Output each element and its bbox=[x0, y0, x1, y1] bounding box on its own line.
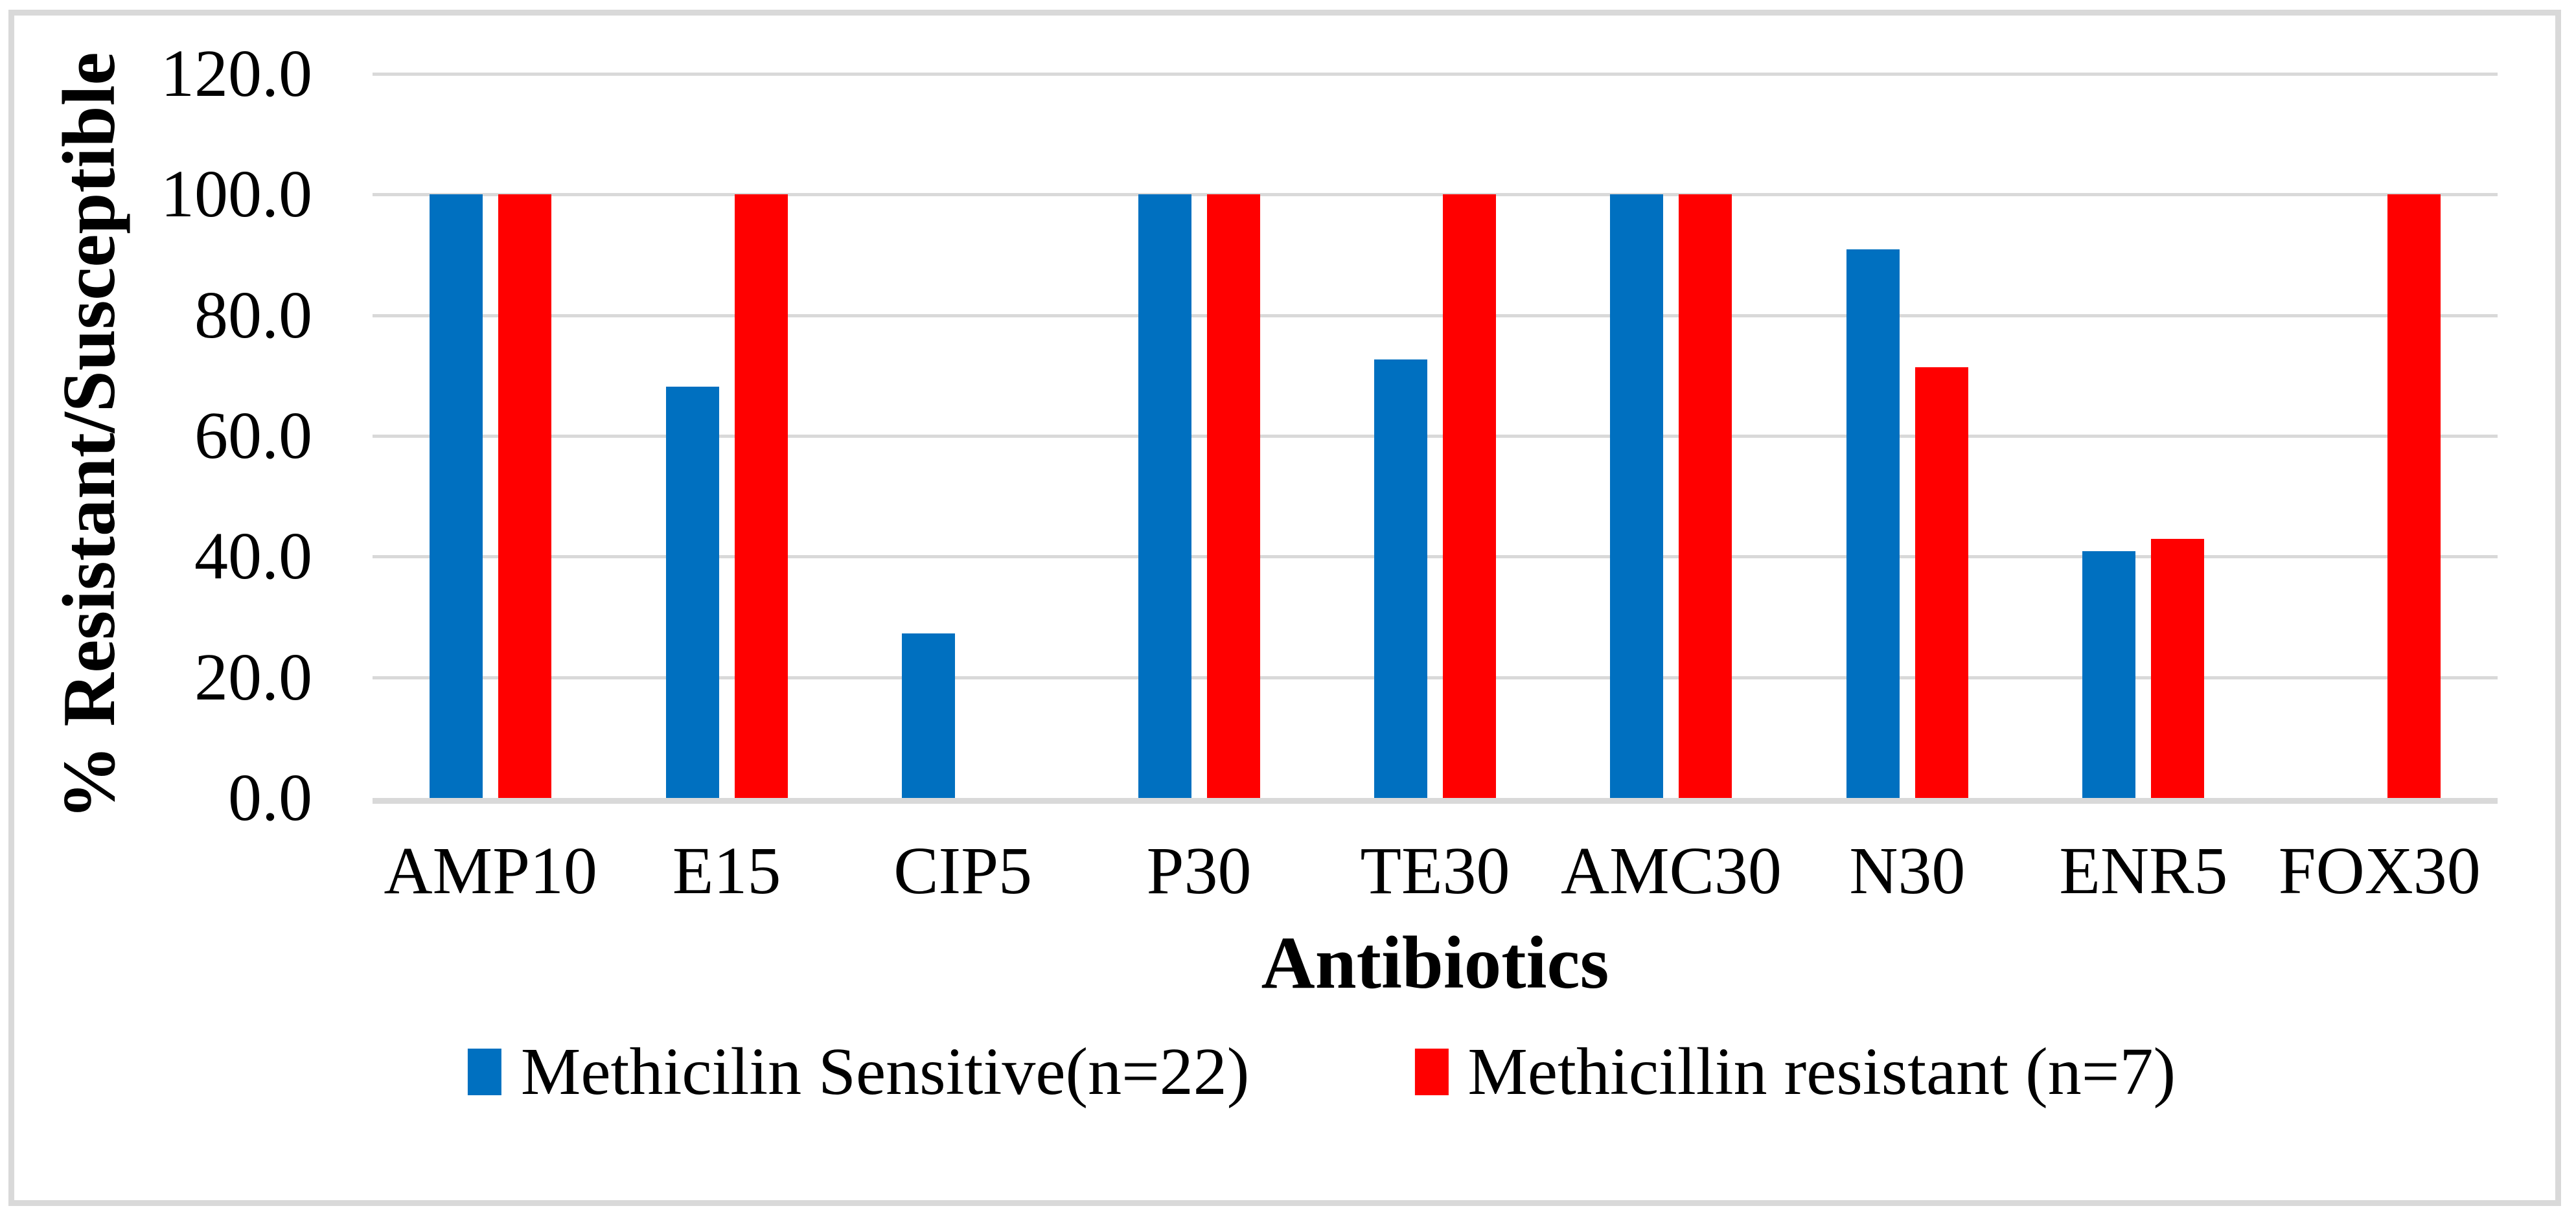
y-axis-title: % Resistant/Susceptible bbox=[48, 52, 130, 820]
x-tick-label: FOX30 bbox=[2278, 834, 2481, 908]
x-tick-label: E15 bbox=[672, 834, 781, 908]
bar-series1-N30 bbox=[1846, 249, 1900, 798]
legend-label: Methicillin resistant (n=7) bbox=[1467, 1034, 2176, 1109]
bar-series2-ENR5 bbox=[2151, 539, 2205, 798]
bar-series2-E15 bbox=[734, 194, 788, 798]
legend-swatch-series2 bbox=[1414, 1049, 1449, 1095]
gridline bbox=[373, 435, 2498, 438]
bar-series1-CIP5 bbox=[902, 633, 956, 798]
y-tick-label: 120.0 bbox=[161, 36, 312, 111]
x-tick-label: ENR5 bbox=[2059, 834, 2228, 908]
legend-swatch-series1 bbox=[467, 1049, 501, 1095]
bar-series1-AMP10 bbox=[430, 194, 483, 798]
bar-series2-AMC30 bbox=[1679, 194, 1732, 798]
x-tick-label: CIP5 bbox=[893, 834, 1033, 908]
gridline bbox=[373, 313, 2498, 317]
legend-item: Methicillin resistant (n=7) bbox=[1414, 1038, 2176, 1106]
x-tick-label: TE30 bbox=[1360, 834, 1510, 908]
bar-series1-E15 bbox=[665, 386, 719, 798]
legend-label: Methicilin Sensitive(n=22) bbox=[520, 1034, 1250, 1109]
bar-series2-AMP10 bbox=[498, 194, 552, 798]
gridline bbox=[373, 555, 2498, 559]
figure-border bbox=[8, 10, 2561, 1206]
y-tick-label: 40.0 bbox=[194, 519, 312, 594]
x-tick-label: AMC30 bbox=[1560, 834, 1782, 908]
y-tick-label: 60.0 bbox=[194, 398, 312, 473]
gridline bbox=[373, 676, 2498, 679]
legend-item: Methicilin Sensitive(n=22) bbox=[467, 1034, 1250, 1109]
x-tick-label: N30 bbox=[1849, 834, 1966, 908]
x-tick-label: AMP10 bbox=[384, 834, 597, 908]
gridline bbox=[373, 73, 2498, 76]
x-axis-line bbox=[373, 798, 2498, 804]
y-tick-label: 80.0 bbox=[194, 277, 312, 352]
bar-series2-TE30 bbox=[1443, 194, 1496, 798]
x-axis-title: Antibiotics bbox=[1261, 922, 1609, 1004]
bar-series1-P30 bbox=[1138, 194, 1191, 798]
bar-series2-N30 bbox=[1915, 367, 1968, 798]
x-tick-label: P30 bbox=[1146, 834, 1252, 908]
legend: Methicilin Sensitive(n=22) Methicillin re… bbox=[467, 1034, 2176, 1109]
bar-series1-ENR5 bbox=[2082, 551, 2136, 798]
bar-series2-FOX30 bbox=[2387, 194, 2441, 798]
bar-series1-TE30 bbox=[1374, 359, 1427, 798]
y-tick-label: 20.0 bbox=[194, 639, 312, 714]
bar-series1-AMC30 bbox=[1610, 194, 1664, 798]
y-tick-label: 0.0 bbox=[228, 760, 312, 835]
bar-series2-P30 bbox=[1206, 194, 1260, 798]
gridline bbox=[373, 193, 2498, 197]
y-tick-label: 100.0 bbox=[161, 157, 312, 232]
